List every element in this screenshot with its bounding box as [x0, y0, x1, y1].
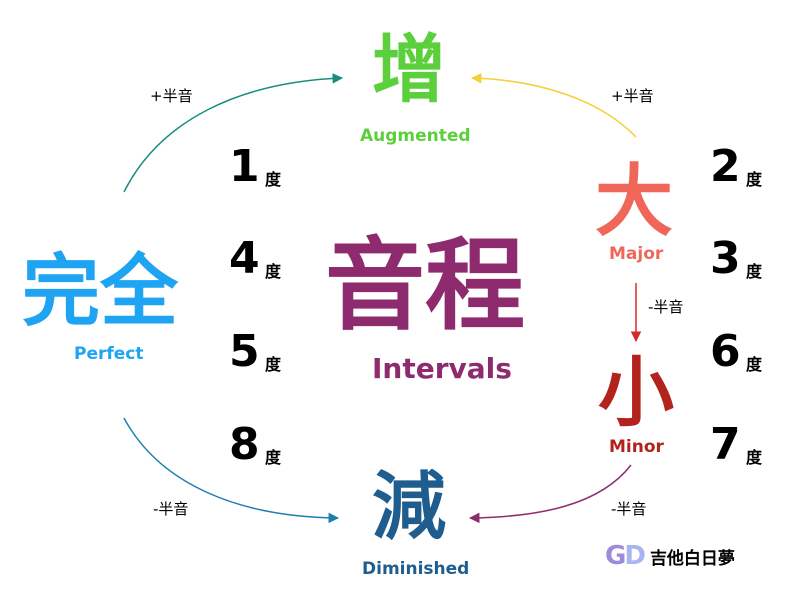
- major-char: 大: [595, 157, 674, 247]
- degree-suffix: 度: [746, 262, 763, 281]
- perfect-degree-number: 8: [229, 419, 260, 470]
- logo-mark: GD: [605, 541, 646, 571]
- arrow-perfect-to-diminished: [123, 417, 340, 524]
- diminished-char: 減: [372, 464, 446, 550]
- perfect-degree-number: 1: [229, 141, 260, 192]
- degree-suffix: 度: [746, 355, 763, 374]
- augmented-char: 增: [372, 27, 446, 113]
- degree-suffix: 度: [265, 448, 282, 467]
- major-label: Major: [609, 244, 664, 264]
- diminished-label: Diminished: [362, 559, 470, 579]
- arrow-major-to-augmented: [470, 73, 637, 138]
- major-minor-degree-number: 2: [710, 141, 741, 192]
- arrow-minor-to-diminished: [468, 464, 632, 524]
- logo-text: 吉他白日夢: [649, 548, 735, 569]
- center-subtitle: Intervals: [372, 352, 512, 385]
- step-perfect-to-diminished: -半音: [153, 500, 189, 518]
- degree-suffix: 度: [746, 170, 763, 189]
- perfect-char: 完全: [22, 247, 179, 337]
- step-major-to-augmented: +半音: [611, 87, 654, 105]
- augmented-label: Augmented: [360, 126, 471, 146]
- logo: GD 吉他白日夢: [605, 543, 735, 569]
- major-minor-degree-number: 7: [710, 419, 741, 470]
- arrow-perfect-to-augmented: [123, 73, 344, 193]
- minor-char: 小: [598, 348, 674, 437]
- perfect-degree-number: 5: [229, 326, 260, 377]
- logo-mark-d: D: [624, 541, 646, 571]
- degree-suffix: 度: [746, 448, 763, 467]
- degree-suffix: 度: [265, 262, 282, 281]
- major-minor-degree-number: 6: [710, 326, 741, 377]
- degree-suffix: 度: [265, 170, 282, 189]
- logo-mark-g: G: [605, 541, 626, 571]
- major-minor-degree-number: 3: [710, 233, 741, 284]
- step-minor-to-diminished: -半音: [611, 500, 647, 518]
- degree-suffix: 度: [265, 355, 282, 374]
- step-perfect-to-augmented: +半音: [150, 87, 193, 105]
- perfect-degree-number: 4: [229, 233, 260, 284]
- perfect-label: Perfect: [74, 344, 144, 364]
- center-title: 音程: [325, 227, 525, 344]
- step-major-to-minor: -半音: [648, 298, 684, 316]
- minor-label: Minor: [609, 437, 664, 457]
